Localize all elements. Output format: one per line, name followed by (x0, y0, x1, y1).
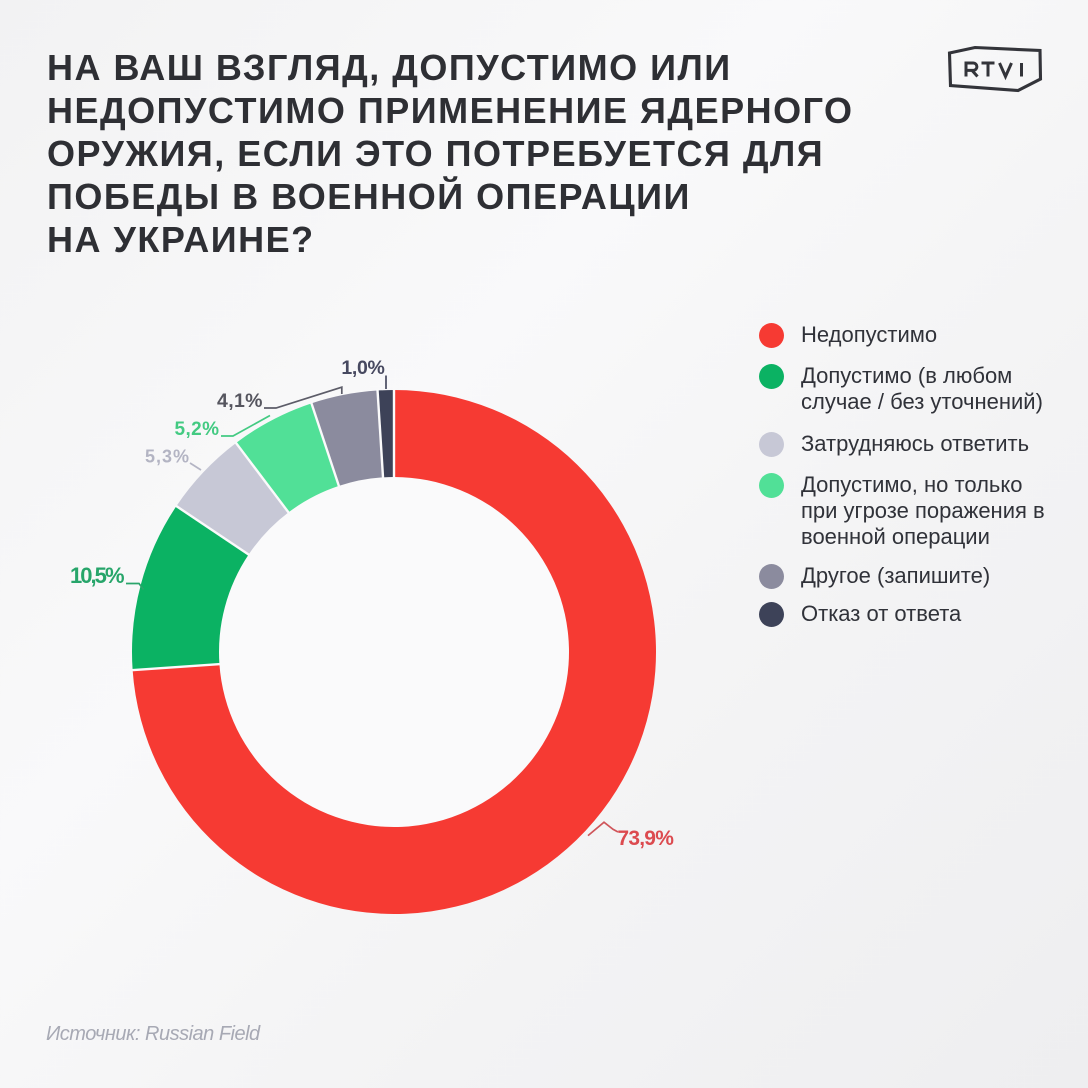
svg-text:5,2%: 5,2% (175, 419, 220, 440)
svg-text:10,5%: 10,5% (70, 563, 125, 588)
svg-text:5,3%: 5,3% (145, 447, 189, 467)
svg-text:73,9%: 73,9% (617, 827, 674, 850)
svg-text:4,1%: 4,1% (217, 390, 263, 412)
svg-text:1,0%: 1,0% (341, 357, 384, 379)
